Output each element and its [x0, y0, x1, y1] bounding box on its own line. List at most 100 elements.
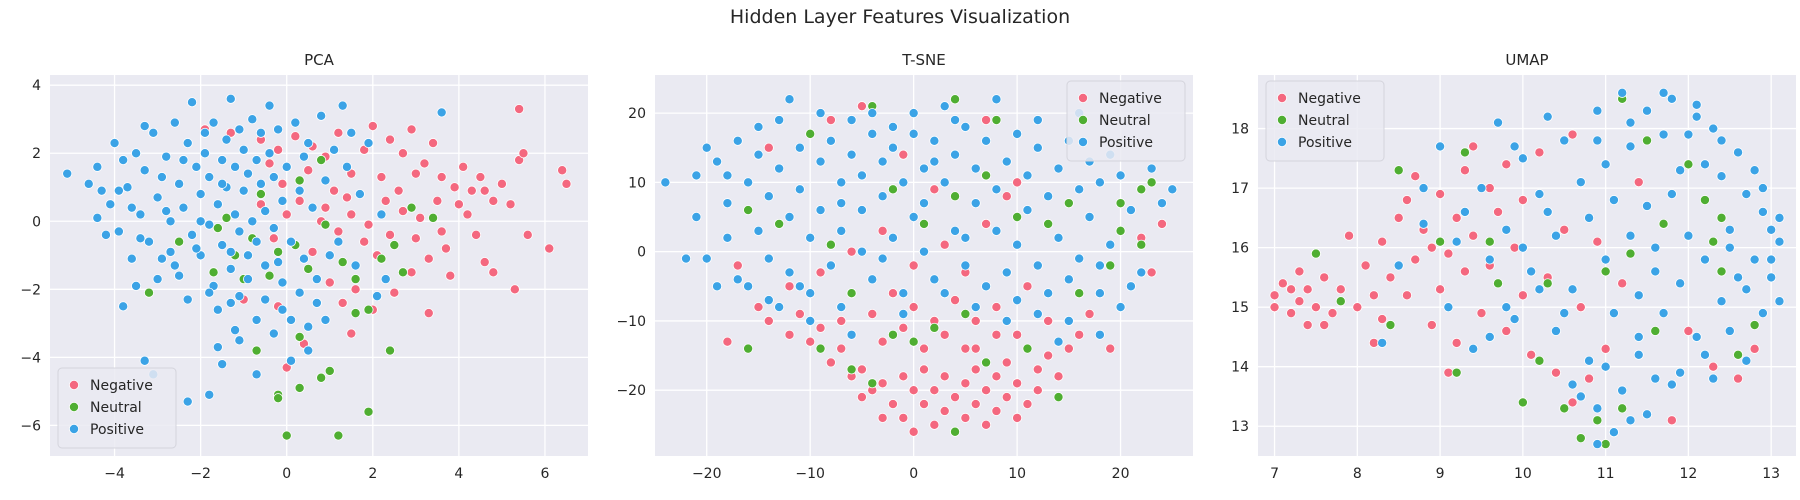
data-point-positive [182, 138, 193, 149]
data-point-negative [1534, 147, 1545, 158]
data-point-positive [908, 108, 919, 119]
data-point-positive [376, 209, 387, 220]
data-point-positive [1105, 239, 1116, 250]
data-point-neutral [919, 218, 930, 229]
data-point-positive [152, 192, 163, 203]
data-point-positive [1534, 189, 1545, 200]
data-point-negative [970, 399, 981, 410]
data-point-negative [419, 158, 430, 169]
data-point-neutral [1575, 433, 1586, 444]
data-point-positive [62, 168, 73, 179]
data-point-neutral [320, 219, 331, 230]
data-point-neutral [350, 274, 361, 285]
y-tick-label: 16 [1231, 241, 1249, 257]
data-point-positive [234, 124, 245, 135]
y-tick-label: 0 [32, 214, 41, 230]
x-tick-label: 0 [282, 466, 291, 482]
data-point-neutral [1074, 288, 1085, 299]
data-point-neutral [774, 218, 785, 229]
data-point-positive [991, 225, 1002, 236]
data-point-positive [1022, 205, 1033, 216]
data-point-positive [794, 142, 805, 153]
data-point-neutral [1534, 355, 1545, 366]
data-point-positive [1443, 302, 1454, 313]
data-point-negative [1592, 236, 1603, 247]
data-point-negative [867, 308, 878, 319]
data-point-positive [743, 281, 754, 292]
data-point-negative [1600, 343, 1611, 354]
data-point-positive [1699, 349, 1710, 360]
data-point-negative [1084, 308, 1095, 319]
data-point-positive [1022, 170, 1033, 181]
data-point-positive [887, 232, 898, 243]
data-point-positive [268, 328, 279, 339]
data-point-neutral [1592, 415, 1603, 426]
data-point-positive [303, 321, 314, 332]
data-point-negative [423, 308, 434, 319]
data-point-positive [152, 274, 163, 285]
data-point-negative [462, 209, 473, 220]
data-point-negative [1410, 254, 1421, 265]
data-point-positive [1658, 87, 1669, 98]
data-point-positive [260, 260, 271, 271]
data-point-negative [763, 142, 774, 153]
data-point-negative [1451, 337, 1462, 348]
data-point-positive [1393, 260, 1404, 271]
data-point-positive [929, 156, 940, 167]
data-point-positive [1053, 336, 1064, 347]
data-point-positive [970, 302, 981, 313]
data-point-negative [1001, 392, 1012, 403]
data-point-positive [255, 127, 266, 138]
data-point-neutral [324, 365, 335, 376]
data-point-positive [1032, 260, 1043, 271]
data-point-negative [1393, 212, 1404, 223]
data-point-positive [970, 198, 981, 209]
data-point-negative [1666, 415, 1677, 426]
data-point-positive [1592, 135, 1603, 146]
data-point-positive [1766, 224, 1777, 235]
data-point-positive [1600, 159, 1611, 170]
data-point-neutral [1335, 296, 1346, 307]
data-point-positive [156, 253, 167, 264]
data-point-positive [169, 117, 180, 128]
data-point-positive [105, 199, 116, 210]
legend-marker-negative [1277, 93, 1288, 104]
data-point-negative [1617, 278, 1628, 289]
data-point-positive [337, 100, 348, 111]
data-point-positive [436, 107, 447, 118]
data-point-positive [1625, 415, 1636, 426]
data-point-negative [518, 148, 529, 159]
data-point-negative [1426, 242, 1437, 253]
data-point-positive [221, 134, 232, 145]
data-point-positive [660, 177, 671, 188]
legend-box [1265, 80, 1385, 162]
data-point-neutral [303, 263, 314, 274]
data-point-negative [1401, 195, 1412, 206]
data-point-negative [1294, 266, 1305, 277]
data-point-neutral [846, 364, 857, 375]
data-point-positive [939, 288, 950, 299]
data-point-negative [363, 219, 374, 230]
data-point-positive [118, 155, 129, 166]
data-point-negative [385, 134, 396, 145]
data-point-positive [743, 177, 754, 188]
data-point-neutral [1716, 266, 1727, 277]
data-point-positive [1094, 177, 1105, 188]
data-point-positive [1053, 163, 1064, 174]
data-point-positive [1575, 177, 1586, 188]
data-point-positive [1666, 379, 1677, 390]
data-point-positive [131, 280, 142, 291]
data-point-positive [1063, 315, 1074, 326]
data-point-neutral [363, 304, 374, 315]
data-point-positive [372, 291, 383, 302]
data-point-positive [354, 189, 365, 200]
data-point-positive [950, 115, 961, 126]
data-point-negative [877, 336, 888, 347]
data-point-negative [908, 385, 919, 396]
data-point-positive [691, 212, 702, 223]
data-point-negative [393, 185, 404, 196]
data-point-neutral [960, 308, 971, 319]
data-point-negative [1032, 364, 1043, 375]
data-point-negative [1269, 302, 1280, 313]
data-point-neutral [294, 382, 305, 393]
